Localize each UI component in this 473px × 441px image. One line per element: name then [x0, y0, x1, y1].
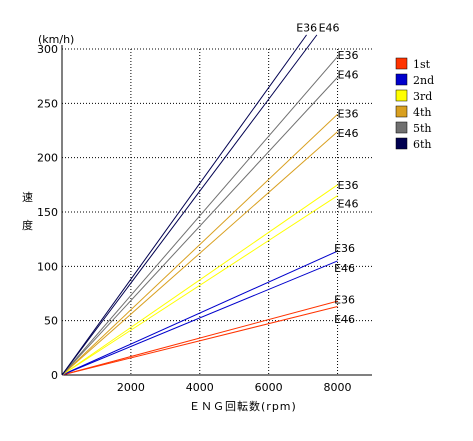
series-line-5th-e46 [61, 76, 338, 376]
annotation-label-11: E46 [334, 313, 355, 326]
annotation-label-9: E46 [334, 262, 355, 275]
annotation-label-10: E36 [334, 293, 355, 306]
legend-swatch-6th [395, 137, 408, 150]
y-unit-label: (km/h) [38, 33, 74, 46]
legend-swatch-4th [395, 105, 408, 118]
x-tick-label-6000: 6000 [255, 381, 283, 394]
series-line-1st-e46 [61, 306, 338, 376]
x-tick-label-2000: 2000 [117, 381, 145, 394]
series-lines [61, 34, 338, 376]
x-axis-label: ＥＮＧ回転数(rpm) [189, 400, 297, 413]
annotation-label-3: E46 [338, 68, 359, 81]
y-tick-label-0: 0 [51, 369, 58, 382]
tick-labels: 0 50 100 150 200 250 300 2000 4000 6000 8000 [37, 43, 352, 394]
series-line-2nd-e36 [61, 250, 338, 376]
grid-lines [62, 48, 372, 375]
legend-label-2nd: 2nd [413, 74, 434, 87]
series-line-2nd-e46 [61, 260, 338, 376]
annotation-label-0: E36 [296, 22, 317, 35]
legend-label-5th: 5th [413, 122, 432, 135]
axes [61, 45, 372, 376]
legend-label-4th: 4th [413, 106, 432, 119]
series-line-6th-e36 [61, 34, 307, 376]
y-axis-label-char: 速 [22, 191, 33, 204]
legend: 1st 2nd 3rd 4th 5th 6th [395, 57, 434, 151]
y-tick-label-200: 200 [37, 152, 58, 165]
y-tick-label-300: 300 [37, 43, 58, 56]
annotation-label-8: E36 [334, 242, 355, 255]
legend-label-3rd: 3rd [413, 90, 432, 103]
series-line-4th-e46 [61, 131, 338, 376]
legend-swatch-2nd [395, 73, 408, 86]
annotation-label-1: E46 [319, 22, 340, 35]
series-line-5th-e36 [61, 56, 338, 376]
y-axis-label: 速度 [22, 191, 33, 232]
series-line-3rd-e36 [61, 184, 338, 376]
annotation-label-6: E36 [338, 179, 359, 192]
legend-swatch-1st [395, 57, 408, 70]
y-axis-label-char: 度 [22, 218, 33, 232]
series-line-1st-e36 [61, 300, 338, 376]
annotation-label-4: E36 [338, 107, 359, 120]
annotation-label-7: E46 [338, 198, 359, 211]
y-tick-label-250: 250 [37, 97, 58, 110]
legend-swatch-3rd [395, 89, 408, 102]
legend-label-6th: 6th [413, 138, 432, 151]
x-tick-label-4000: 4000 [186, 381, 214, 394]
y-tick-label-100: 100 [37, 260, 58, 273]
series-line-4th-e36 [61, 113, 338, 376]
annotation-label-2: E36 [338, 49, 359, 62]
legend-swatch-5th [395, 121, 408, 134]
series-line-6th-e46 [61, 34, 318, 376]
x-tick-label-8000: 8000 [324, 381, 352, 394]
legend-label-1st: 1st [413, 58, 431, 71]
y-tick-label-150: 150 [37, 206, 58, 219]
annotation-label-5: E46 [338, 127, 359, 140]
series-line-3rd-e46 [61, 195, 338, 376]
y-tick-label-50: 50 [44, 315, 58, 328]
